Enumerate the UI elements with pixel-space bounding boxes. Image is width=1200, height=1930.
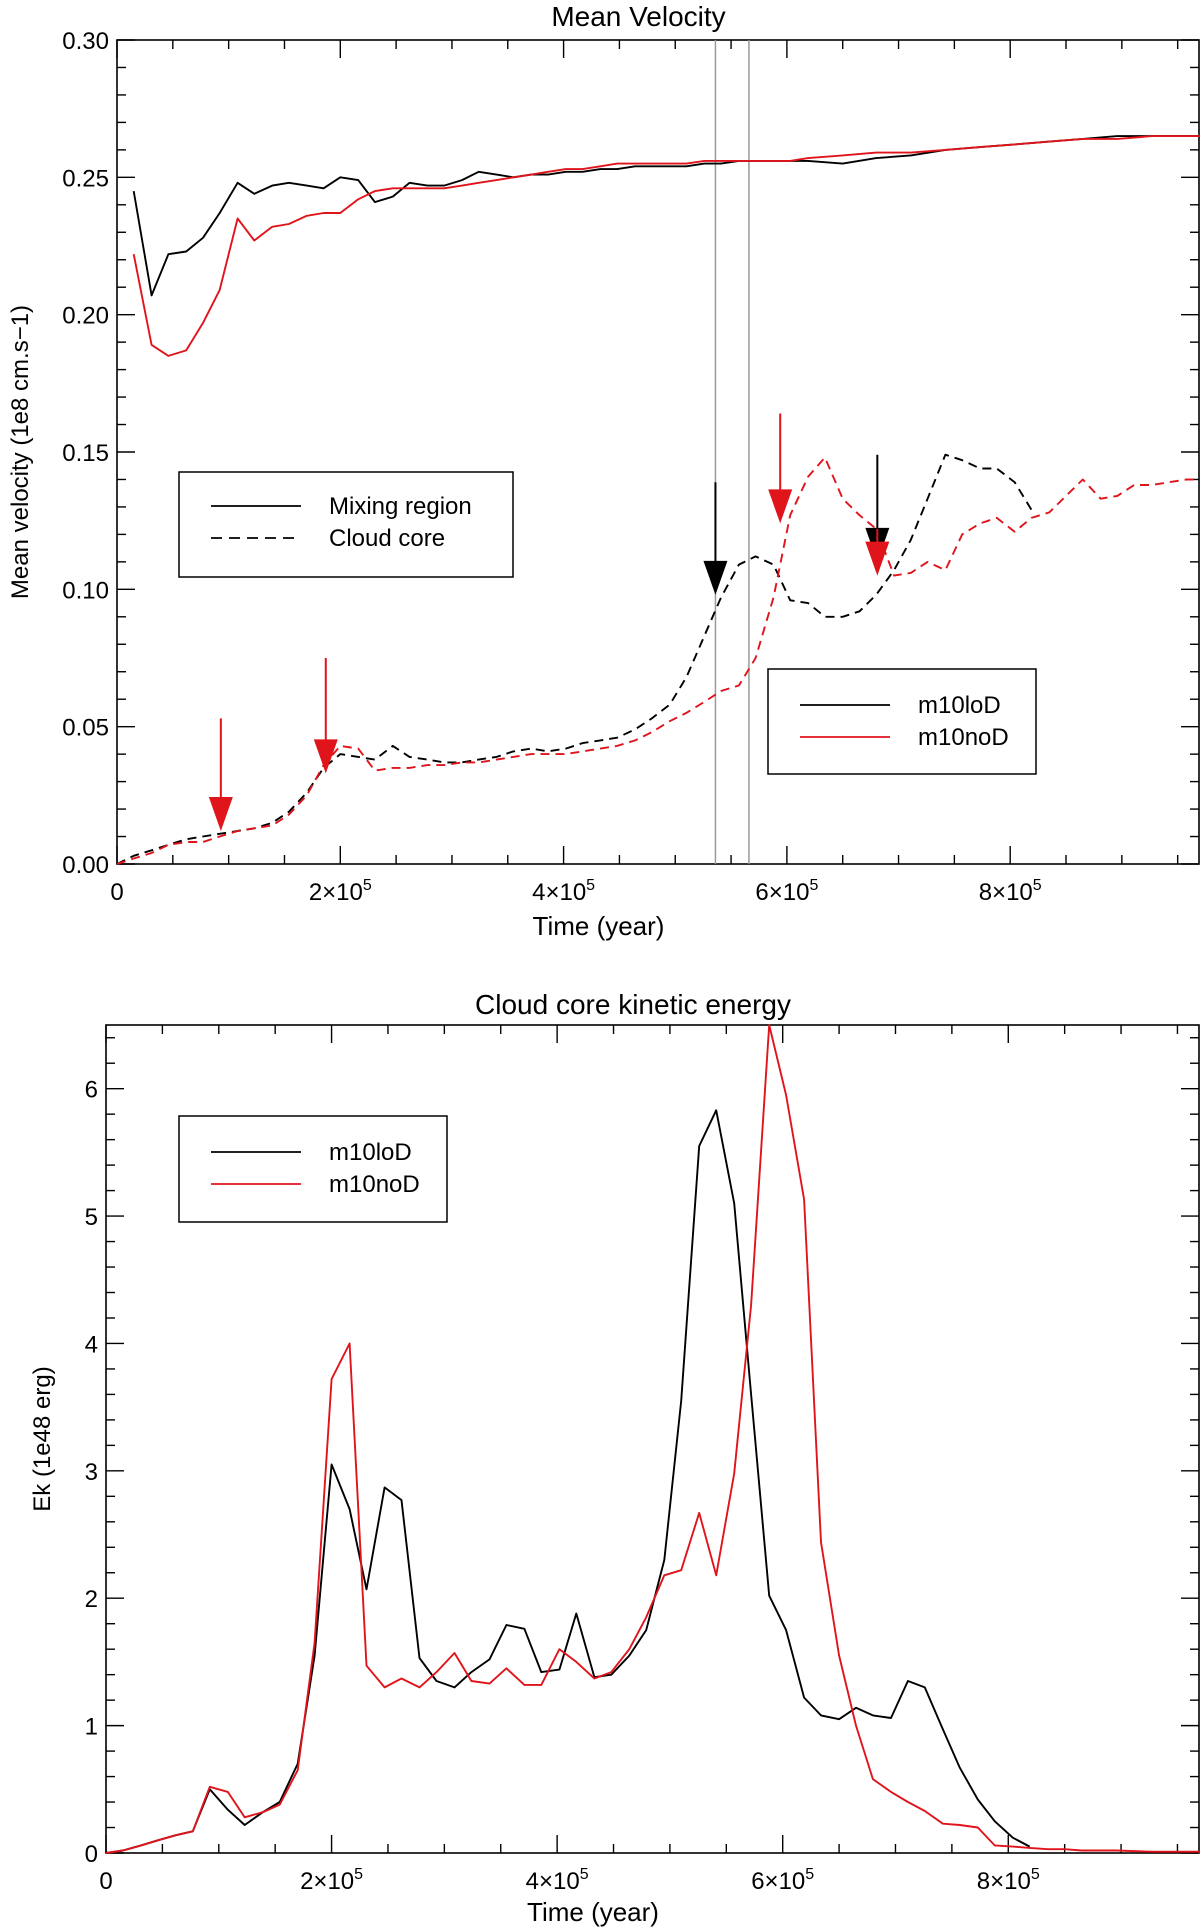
plot-frame xyxy=(105,1024,1200,1854)
x-tick-label: 4×105 xyxy=(526,1866,589,1895)
chart-1: Mean Velocity Time (year) Mean velocity (1… xyxy=(7,1,1200,941)
series-line-m10noD-mixing-region xyxy=(132,135,1200,357)
y-tick-label: 0.05 xyxy=(62,715,109,742)
x-tick-label: 2×105 xyxy=(300,1866,363,1895)
legend-label: Mixing region xyxy=(329,493,472,520)
chart-title: Cloud core kinetic energy xyxy=(475,989,791,1020)
y-tick-label: 1 xyxy=(85,1714,98,1741)
x-axis-label: Time (year) xyxy=(527,1897,659,1927)
y-tick-label: 0.20 xyxy=(62,303,109,330)
y-tick-label: 2 xyxy=(85,1586,98,1613)
legend-label: m10noD xyxy=(918,724,1009,751)
x-tick-label: 0 xyxy=(99,1868,112,1895)
x-tick-label: 8×105 xyxy=(977,1866,1040,1895)
y-tick-label: 0.15 xyxy=(62,440,109,467)
y-tick-label: 5 xyxy=(85,1204,98,1231)
arrow-head xyxy=(768,489,793,524)
arrow-head xyxy=(313,739,338,774)
x-axis-label: Time (year) xyxy=(533,911,665,941)
y-tick-label: 6 xyxy=(85,1077,98,1104)
legend-label: m10noD xyxy=(329,1171,420,1198)
chart-title: Mean Velocity xyxy=(551,1,725,32)
y-tick-label: 0.10 xyxy=(62,577,109,604)
y-tick-label: 0.30 xyxy=(62,28,109,55)
legend-box-runs xyxy=(767,668,1037,775)
y-axis-label: Mean velocity (1e8 cm.s−1) xyxy=(7,305,34,599)
legend-label: Cloud core xyxy=(329,525,445,552)
series-line-m10loD xyxy=(106,1109,1031,1854)
y-tick-label: 3 xyxy=(85,1459,98,1486)
chart-2: Cloud core kinetic energy Time (year) Ek (… xyxy=(29,989,1200,1927)
arrow-head xyxy=(865,541,890,576)
series-line-m10noD xyxy=(106,1024,1200,1854)
y-tick-label: 0 xyxy=(85,1841,98,1868)
y-tick-label: 0.25 xyxy=(62,165,109,192)
x-tick-label: 8×105 xyxy=(979,877,1042,906)
x-tick-label: 6×105 xyxy=(751,1866,814,1895)
legend-label: m10loD xyxy=(329,1139,412,1166)
legend-box-runs xyxy=(178,1115,448,1223)
x-tick-label: 2×105 xyxy=(309,877,372,906)
x-tick-label: 0 xyxy=(110,879,123,906)
legend-box-style xyxy=(178,471,514,578)
x-tick-label: 4×105 xyxy=(532,877,595,906)
arrow-head xyxy=(208,797,233,832)
y-tick-label: 4 xyxy=(85,1331,98,1358)
series-line-m10loD-mixing-region xyxy=(132,135,1200,297)
series-line-m10loD-cloud-core xyxy=(117,453,1033,865)
legend-label: m10loD xyxy=(918,692,1001,719)
y-axis-label: Ek (1e48 erg) xyxy=(29,1366,56,1511)
series-line-m10noD-cloud-core xyxy=(117,456,1200,865)
arrow-head xyxy=(703,560,728,595)
x-tick-label: 6×105 xyxy=(755,877,818,906)
y-tick-label: 0.00 xyxy=(62,852,109,879)
